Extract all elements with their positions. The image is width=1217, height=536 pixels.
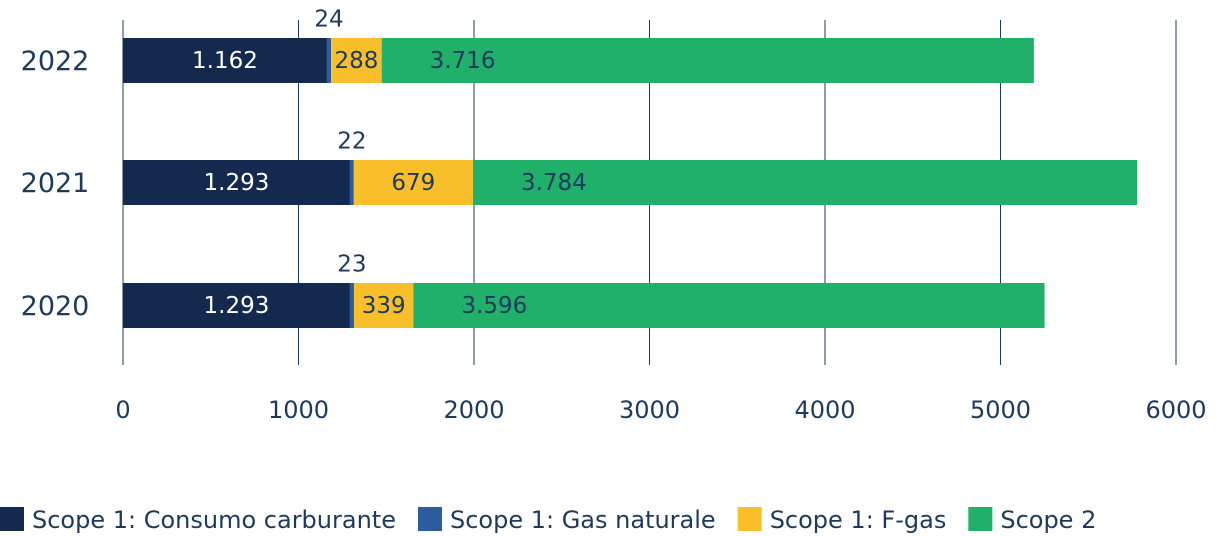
bar-segment [123, 283, 350, 328]
bar-segment [381, 38, 1034, 83]
legend-swatch [417, 507, 442, 531]
legend-swatch [737, 507, 762, 531]
value-label: 679 [391, 170, 435, 196]
x-tick-label: 0 [115, 396, 130, 424]
value-label: 3.596 [461, 293, 527, 319]
value-label: 3.784 [521, 170, 587, 196]
value-label: 1.293 [204, 293, 270, 319]
value-label: 288 [334, 48, 378, 74]
x-tick-label: 3000 [619, 396, 680, 424]
x-tick-label: 2000 [443, 396, 504, 424]
legend-swatch [968, 507, 993, 531]
bar-segment [123, 38, 327, 83]
y-tick-label: 2022 [21, 46, 90, 77]
legend-swatch [0, 507, 24, 531]
bar-segment [349, 160, 354, 205]
value-label: 3.716 [430, 48, 496, 74]
legend-label: Scope 1: Gas naturale [450, 506, 716, 534]
bar-segment [353, 283, 414, 328]
x-tick-label: 4000 [794, 396, 855, 424]
bar-segment [353, 160, 473, 205]
x-tick-label: 5000 [970, 396, 1031, 424]
bar-segment [331, 38, 382, 83]
legend-label: Scope 2 [1000, 506, 1096, 534]
value-label: 23 [337, 252, 366, 278]
bar-segment [349, 283, 354, 328]
x-tick-label: 6000 [1145, 396, 1206, 424]
legend-label: Scope 1: Consumo carburante [32, 506, 396, 534]
value-label: 339 [362, 293, 406, 319]
bar-segment [413, 283, 1045, 328]
y-tick-label: 2021 [21, 168, 90, 199]
value-label: 24 [314, 7, 343, 33]
y-tick-label: 2020 [21, 291, 90, 322]
bar-segment [326, 38, 332, 83]
value-label: 1.293 [204, 170, 270, 196]
x-tick-label: 1000 [268, 396, 329, 424]
bar-segment [472, 160, 1138, 205]
legend-label: Scope 1: F-gas [770, 506, 947, 534]
value-label: 1.162 [192, 48, 258, 74]
bar-segment [123, 160, 350, 205]
value-label: 22 [337, 129, 366, 155]
